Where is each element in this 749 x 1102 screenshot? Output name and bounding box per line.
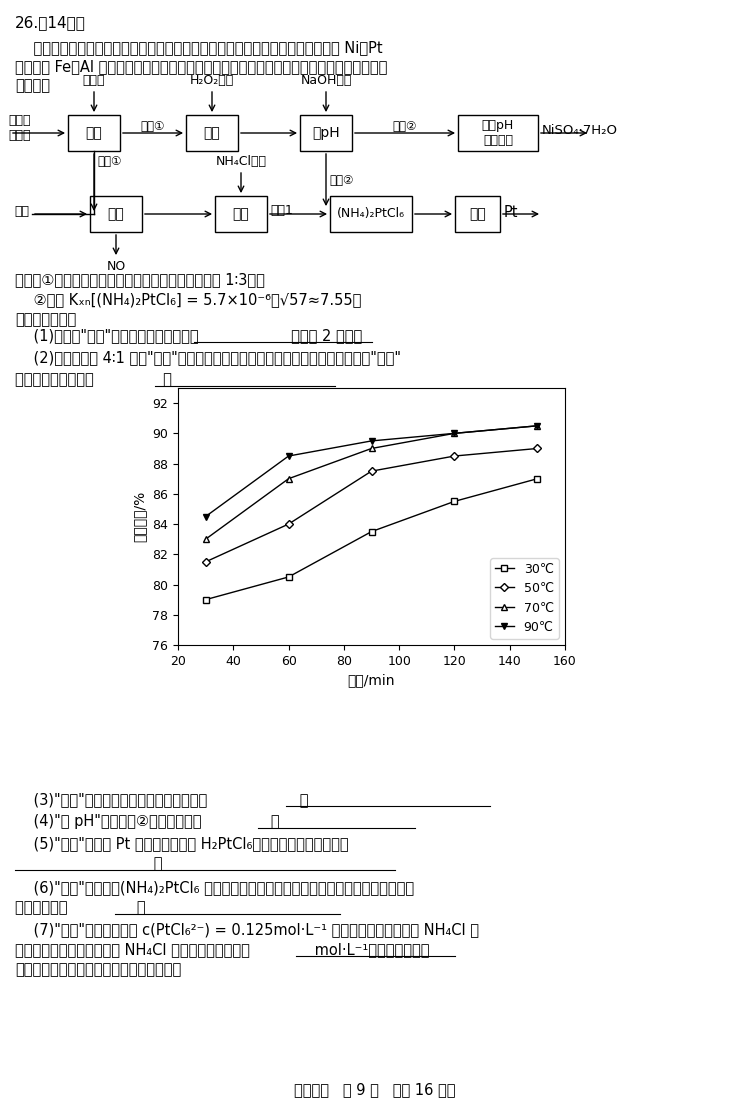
90℃ [533,419,542,432]
Text: NaOH溶液: NaOH溶液 [300,74,352,87]
90℃ [450,426,459,440]
30℃ [367,525,376,538]
Text: (5)"溶解"过程中 Pt 转化为二元强酸 H₂PtCl₆，该反应的化学方程式为: (5)"溶解"过程中 Pt 转化为二元强酸 H₂PtCl₆，该反应的化学方程式为 [15,836,348,851]
Text: Pt: Pt [504,205,518,220]
Line: 30℃: 30℃ [203,476,540,603]
Text: NO: NO [106,260,126,273]
FancyBboxPatch shape [300,115,352,151]
Text: (1)为提高"酸浸"效率，可采取的措施有                    （任写 2 条）。: (1)为提高"酸浸"效率，可采取的措施有 （任写 2 条）。 [15,328,363,343]
Text: (NH₄)₂PtCl₆: (NH₄)₂PtCl₆ [337,207,405,220]
Text: 溶解: 溶解 [108,207,124,222]
Text: 理科综合   第 9 页   （共 16 页）: 理科综合 第 9 页 （共 16 页） [294,1082,455,1096]
Text: 以及微量 Fe、Al 的单质）为原料，采用选择性溶解法回收铂并制备硫酸镍晶体的一种工艺流: 以及微量 Fe、Al 的单质）为原料，采用选择性溶解法回收铂并制备硫酸镍晶体的一… [15,60,387,74]
90℃ [367,434,376,447]
Text: ②室温 Kₓₙ[(NH₄)₂PtCl₆] = 5.7×10⁻⁶；√57≈7.55。: ②室温 Kₓₙ[(NH₄)₂PtCl₆] = 5.7×10⁻⁶；√57≈7.55… [15,292,361,307]
90℃ [284,450,293,463]
50℃ [367,465,376,478]
Text: 液，恰好沉淀完全，则加入 NH₄Cl 溶液的浓度最小值为              mol·L⁻¹（结果保留两位: 液，恰好沉淀完全，则加入 NH₄Cl 溶液的浓度最小值为 mol·L⁻¹（结果保… [15,942,429,957]
70℃ [201,532,210,545]
50℃ [533,442,542,455]
Text: (4)"调 pH"所得滤渣②的主要成分为               。: (4)"调 pH"所得滤渣②的主要成分为 。 [15,814,279,829]
Text: 滤液①: 滤液① [141,120,166,133]
Text: 煅烧: 煅烧 [469,207,486,222]
50℃ [201,555,210,569]
Text: 酸浸: 酸浸 [85,126,103,140]
Text: NiSO₄·7H₂O: NiSO₄·7H₂O [542,125,618,137]
Text: 操作1: 操作1 [270,204,293,217]
50℃ [450,450,459,463]
90℃ [201,510,210,523]
Text: 转化: 转化 [204,126,220,140]
Line: 90℃: 90℃ [202,422,541,520]
30℃ [284,571,293,584]
Text: 滤液②: 滤液② [392,120,417,133]
70℃ [284,472,293,485]
Legend: 30℃, 50℃, 70℃, 90℃: 30℃, 50℃, 70℃, 90℃ [490,558,559,639]
Text: 沉铂: 沉铂 [233,207,249,222]
Text: 镍铂靶
材废料: 镍铂靶 材废料 [8,114,31,142]
FancyBboxPatch shape [90,196,142,233]
30℃ [450,495,459,508]
Text: 小数，忽略溶液混合过程中体积的变化）。: 小数，忽略溶液混合过程中体积的变化）。 [15,962,181,977]
Text: H₂O₂溶液: H₂O₂溶液 [190,74,234,87]
Text: 调pH: 调pH [312,126,340,140]
Text: 程如下：: 程如下： [15,78,50,93]
30℃ [201,593,210,606]
Text: 26.（14分）: 26.（14分） [15,15,86,30]
Text: (7)"沉铂"过程中，若向 c(PtCl₆²⁻) = 0.125mol·L⁻¹ 的溶液中加入等体积的 NH₄Cl 溶: (7)"沉铂"过程中，若向 c(PtCl₆²⁻) = 0.125mol·L⁻¹ … [15,922,479,937]
Text: (6)"沉铂"过程中，(NH₄)₂PtCl₆ 的沉淀率随温度的升高而增大，结合平衡移动原理解释: (6)"沉铂"过程中，(NH₄)₂PtCl₆ 的沉淀率随温度的升高而增大，结合平… [15,880,414,895]
FancyBboxPatch shape [455,196,500,233]
FancyBboxPatch shape [330,196,412,233]
Line: 70℃: 70℃ [202,422,541,542]
Text: (2)当液固比为 4∶1 时，"酸浸"过程中镍的浸出率与温度和时间的关系如图所示，"酸浸": (2)当液固比为 4∶1 时，"酸浸"过程中镍的浸出率与温度和时间的关系如图所示… [15,350,401,365]
Y-axis label: 镖浸出率/%: 镖浸出率/% [133,490,147,542]
Line: 50℃: 50℃ [203,445,540,564]
70℃ [367,442,376,455]
Text: 滤渣②: 滤渣② [329,173,354,186]
Text: 回答下列问题。: 回答下列问题。 [15,312,76,327]
Text: 王水: 王水 [14,205,29,218]
Text: 其主要原因是               。: 其主要原因是 。 [15,900,145,915]
Text: 滤渣①: 滤渣① [97,155,121,168]
50℃ [284,518,293,531]
70℃ [533,419,542,432]
30℃ [533,472,542,485]
Text: 半导体芯片行业是金属靶材的主要应用领域之一。以镍铂靶材废料（主要成分为 Ni、Pt: 半导体芯片行业是金属靶材的主要应用领域之一。以镍铂靶材废料（主要成分为 Ni、P… [15,40,383,55]
Text: 控制pH
浓缩结晶: 控制pH 浓缩结晶 [482,119,514,147]
Text: 已知：①王水是浓硝酸和浓盐酸的混合物（体积比为 1∶3）；: 已知：①王水是浓硝酸和浓盐酸的混合物（体积比为 1∶3）； [15,272,265,287]
FancyBboxPatch shape [458,115,538,151]
Text: 稀硫酸: 稀硫酸 [82,74,106,87]
X-axis label: 时间/min: 时间/min [348,673,395,688]
Text: 的最佳温度和时间是               。: 的最佳温度和时间是 。 [15,372,172,387]
FancyBboxPatch shape [215,196,267,233]
70℃ [450,426,459,440]
Text: NH₄Cl溶液: NH₄Cl溶液 [216,155,267,168]
FancyBboxPatch shape [68,115,120,151]
Text: 。: 。 [15,856,163,871]
FancyBboxPatch shape [186,115,238,151]
Text: (3)"转化"过程中发生反应的离子方程式为                    。: (3)"转化"过程中发生反应的离子方程式为 。 [15,792,309,807]
